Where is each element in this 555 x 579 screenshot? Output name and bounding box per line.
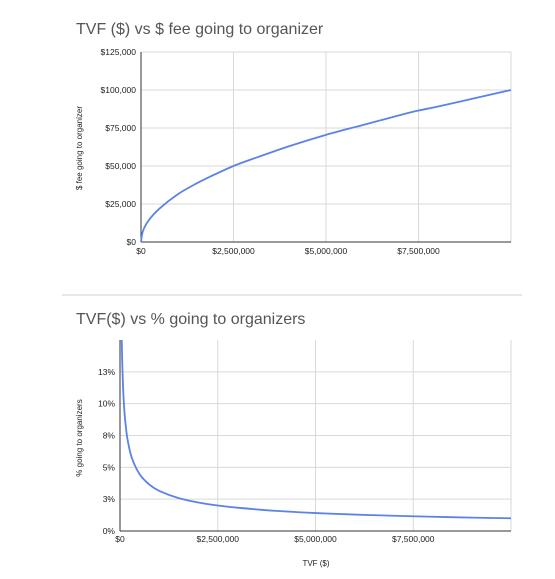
chart-2-x-tick-label: $0	[115, 534, 125, 544]
chart-2-x-tick-label: $2,500,000	[196, 534, 239, 544]
chart-1-y-tick-label: $100,000	[101, 85, 137, 95]
chart-2-series-line	[120, 339, 512, 520]
chart-1-x-ticks: $0 $2,500,000 $5,000,000 $7,500,000	[136, 246, 440, 256]
chart-1-axes	[140, 52, 511, 243]
chart-1-y-ticks: $0 $25,000 $50,000 $75,000 $100,000 $125,000	[101, 47, 137, 247]
chart-2-axes	[119, 340, 511, 532]
chart-2-x-ticks: $0 $2,500,000 $5,000,000 $7,500,000	[115, 534, 435, 544]
chart-1-y-tick-label: $75,000	[105, 123, 136, 133]
chart-2-x-axis-label: TVF ($)	[302, 559, 329, 568]
chart-2-x-tick-label: $5,000,000	[294, 534, 337, 544]
chart-2-y-tick-label: 8%	[103, 431, 116, 441]
chart-2-y-tick-label: 3%	[103, 494, 116, 504]
chart-2-y-tick-label: 5%	[103, 462, 116, 472]
chart-1-series-line	[140, 89, 512, 243]
chart-2-y-tick-label: 13%	[98, 367, 115, 377]
chart-1-x-tick-label: $2,500,000	[212, 246, 255, 256]
chart-2-y-tick-label: 0%	[103, 526, 116, 536]
chart-1-gridlines	[141, 51, 512, 242]
chart-2-y-ticks: 0% 3% 5% 8% 10% 13%	[98, 367, 115, 536]
chart-2-gridlines	[120, 340, 512, 531]
chart-1-y-tick-label: $0	[127, 237, 137, 247]
chart-2-y-axis-label: % going to organizers	[75, 399, 84, 476]
chart-1-y-tick-label: $50,000	[105, 161, 136, 171]
chart-1-x-tick-label: $0	[136, 246, 146, 256]
chart-1-y-axis-label: $ fee going to organizer	[75, 106, 84, 190]
chart-1-y-tick-label: $125,000	[101, 47, 137, 57]
chart-1-x-tick-label: $7,500,000	[397, 246, 440, 256]
chart-1-title: TVF ($) vs $ fee going to organizer	[76, 21, 324, 38]
chart-1-y-tick-label: $25,000	[105, 199, 136, 209]
chart-1-x-tick-label: $5,000,000	[305, 246, 348, 256]
chart-2-title: TVF($) vs % going to organizers	[76, 311, 305, 328]
chart-2-y-tick-label: 10%	[98, 399, 115, 409]
chart-2-x-tick-label: $7,500,000	[392, 534, 435, 544]
